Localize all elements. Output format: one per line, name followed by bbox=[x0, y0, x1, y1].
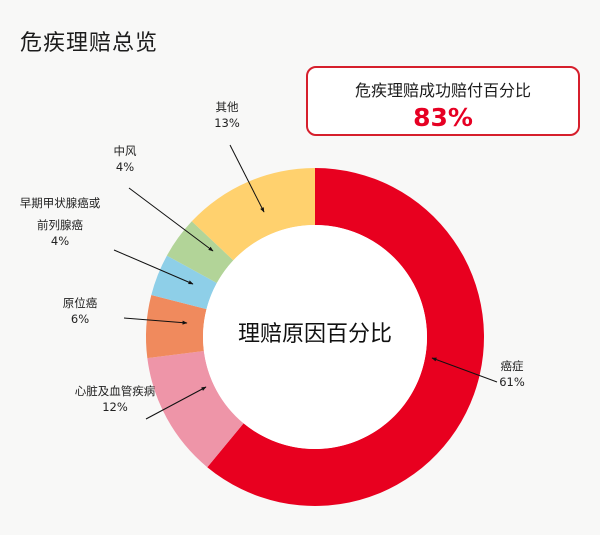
label-name: 其他 bbox=[215, 100, 239, 114]
label-heart: 心脏及血管疾病 12% bbox=[60, 383, 170, 415]
label-name: 原位癌 bbox=[62, 296, 98, 310]
kpi-label: 危疾理赔成功赔付百分比 bbox=[354, 81, 531, 100]
label-pct: 6% bbox=[70, 312, 90, 326]
donut-center-title: 理赔原因百分比 bbox=[237, 322, 392, 347]
label-name-line1: 早期甲状腺癌或 bbox=[19, 196, 101, 210]
label-name: 癌症 bbox=[500, 359, 524, 373]
arrow-other bbox=[229, 144, 265, 213]
donut-slice bbox=[207, 168, 485, 507]
label-pct: 13% bbox=[214, 116, 240, 130]
label-insitu: 原位癌 6% bbox=[50, 295, 110, 327]
label-cancer: 癌症 61% bbox=[492, 358, 532, 390]
donut-slice bbox=[151, 255, 217, 310]
label-stroke: 中风 4% bbox=[105, 143, 145, 175]
arrow-cancer bbox=[431, 357, 498, 383]
arrow-thyroid bbox=[113, 249, 194, 285]
label-thyroid: 早期甲状腺癌或 前列腺癌 4% bbox=[10, 195, 110, 249]
donut-slice bbox=[191, 168, 315, 261]
arrow-stroke bbox=[128, 187, 214, 252]
page-title: 危疾理赔总览 bbox=[20, 31, 159, 56]
kpi-value: 83% bbox=[413, 103, 473, 132]
label-other: 其他 13% bbox=[207, 99, 247, 131]
label-pct: 4% bbox=[115, 160, 135, 174]
donut-slice bbox=[166, 221, 234, 284]
callout-arrows bbox=[113, 144, 498, 420]
label-pct: 61% bbox=[499, 375, 525, 389]
arrow-insitu bbox=[123, 317, 188, 325]
kpi-card-success-rate: 危疾理赔成功赔付百分比 83% bbox=[306, 66, 580, 136]
donut-hole bbox=[203, 225, 427, 449]
label-pct: 4% bbox=[50, 234, 70, 248]
donut-slice bbox=[147, 351, 244, 468]
arrow-heart bbox=[145, 386, 207, 420]
label-name: 中风 bbox=[113, 144, 137, 158]
label-pct: 12% bbox=[102, 400, 128, 414]
label-name: 心脏及血管疾病 bbox=[74, 384, 156, 398]
donut-slice bbox=[146, 294, 207, 359]
label-name-line2: 前列腺癌 bbox=[37, 218, 83, 232]
donut-slices bbox=[146, 168, 485, 507]
